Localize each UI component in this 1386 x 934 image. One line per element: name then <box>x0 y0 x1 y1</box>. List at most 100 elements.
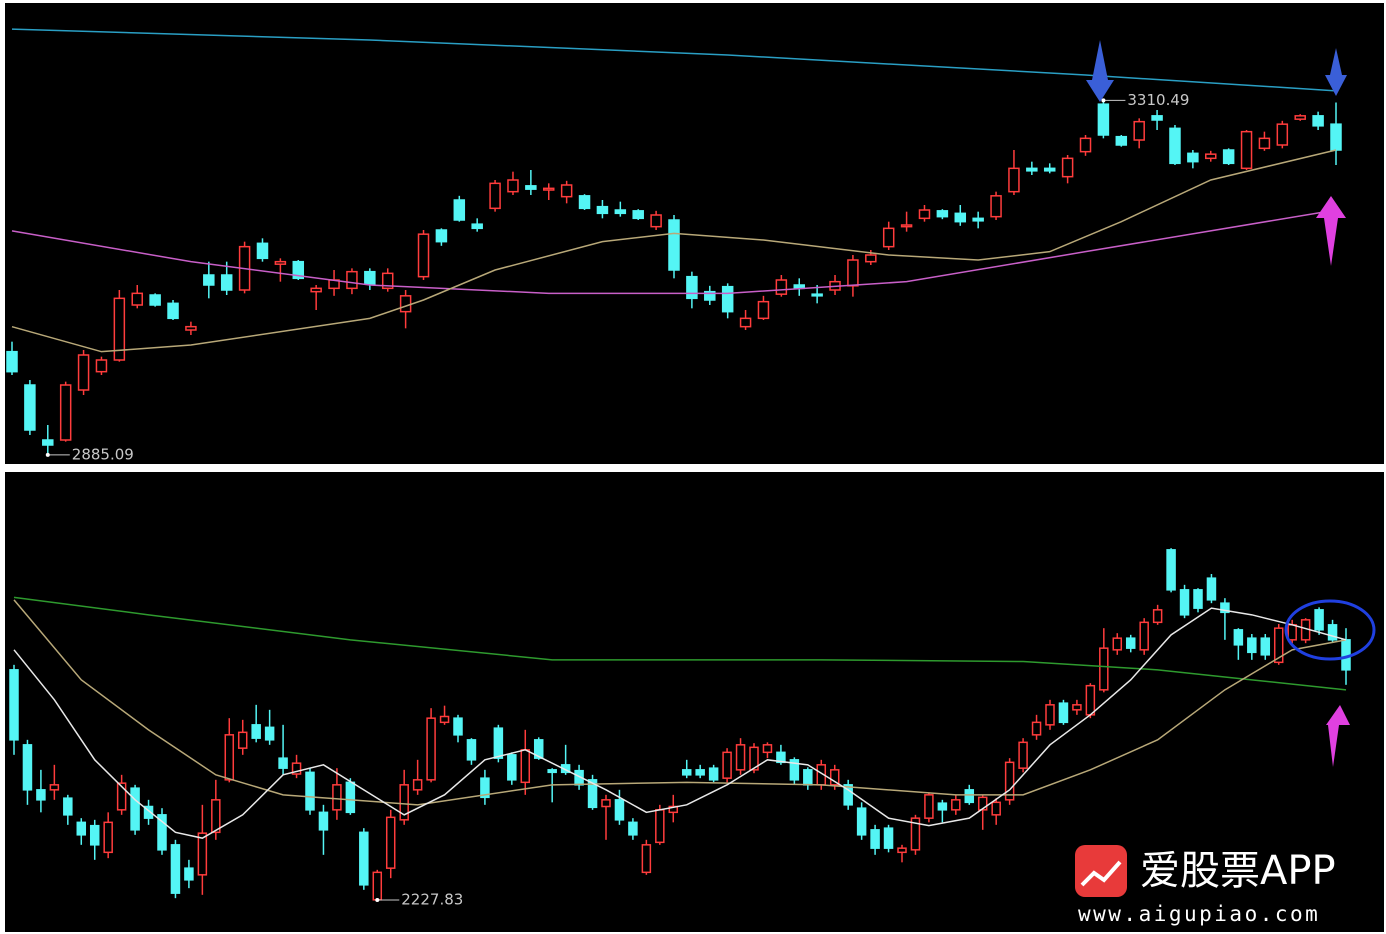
candle-body <box>274 260 287 265</box>
candle-body <box>76 821 87 836</box>
candle-body <box>256 242 269 260</box>
candle-body <box>543 187 555 191</box>
candle-body <box>359 831 369 886</box>
candle-body <box>1133 120 1145 141</box>
candle-body <box>708 767 719 781</box>
candle-body <box>507 754 517 781</box>
candle-body <box>762 744 773 754</box>
candle-body <box>704 290 716 301</box>
candle-body <box>1240 130 1253 170</box>
candle-body <box>1247 637 1257 654</box>
candle-body <box>1018 741 1028 769</box>
candle-body <box>1045 704 1055 726</box>
candle-body <box>1115 135 1128 146</box>
candle-body <box>668 219 680 271</box>
candle-body <box>883 827 894 849</box>
down-arrow <box>1086 40 1114 102</box>
candle-body <box>1026 167 1038 172</box>
candle-body <box>1187 152 1199 163</box>
candle-body <box>1258 137 1271 150</box>
candle-body <box>1125 637 1136 649</box>
value-label: 2885.09 <box>72 445 134 463</box>
candle-body <box>399 784 409 821</box>
candle-body <box>480 777 490 799</box>
candle-body <box>364 270 376 285</box>
candle-body <box>1169 127 1181 165</box>
candle-body <box>843 784 853 806</box>
label-dot <box>45 452 50 457</box>
candle-body <box>1166 549 1176 591</box>
candle-body <box>1233 629 1244 646</box>
candle-body <box>426 717 436 781</box>
candle-body <box>739 317 752 328</box>
candle-body <box>695 769 705 776</box>
candle-body <box>305 771 315 811</box>
candle-body <box>789 759 800 781</box>
logo-icon <box>1080 860 1122 887</box>
candle-body <box>59 384 72 441</box>
candle-body <box>42 439 54 446</box>
candle-body <box>435 229 448 243</box>
candle-body <box>381 272 394 290</box>
candle-body <box>924 794 934 819</box>
candle-body <box>203 274 215 286</box>
candle-body <box>811 293 823 297</box>
candle-body <box>1273 627 1284 664</box>
candle-body <box>847 259 859 287</box>
candle-body <box>346 270 358 290</box>
candle-body <box>1193 589 1203 609</box>
candle-body <box>1222 149 1235 165</box>
candle-body <box>185 325 197 331</box>
candle-body <box>291 762 302 775</box>
candle-body <box>1008 167 1020 193</box>
candle-body <box>278 757 288 769</box>
candle-body <box>1058 702 1069 724</box>
candle-body <box>1260 637 1271 656</box>
candle-body <box>1206 577 1217 601</box>
candle-body <box>655 809 665 844</box>
candle-body <box>865 254 877 263</box>
moving-average <box>13 596 1347 691</box>
candle-body <box>6 350 18 373</box>
candle-body <box>1097 103 1110 136</box>
candle-body <box>1061 157 1074 178</box>
candle-body <box>220 274 233 291</box>
candle-body <box>972 217 984 222</box>
candle-body <box>143 805 154 819</box>
candle-body <box>157 814 167 851</box>
candle-body <box>910 817 921 851</box>
candle-body <box>439 715 450 724</box>
candle-body <box>525 185 537 190</box>
candle-body <box>1287 624 1297 641</box>
up-arrow <box>1326 705 1350 767</box>
candle-body <box>170 844 181 894</box>
candle-body <box>964 789 975 804</box>
candle-body <box>856 807 867 836</box>
candle-body <box>49 784 60 791</box>
candle-body <box>167 302 179 320</box>
candle-body <box>991 801 1001 816</box>
candle-body <box>937 802 948 811</box>
candle-body <box>9 669 19 741</box>
candle-body <box>1072 704 1082 711</box>
candle-body <box>1079 137 1092 153</box>
highlight-ellipse <box>1284 599 1376 661</box>
moving-average <box>13 607 1347 839</box>
candle-body <box>453 717 463 736</box>
candle-body <box>1330 123 1342 151</box>
candle-body <box>36 789 46 801</box>
candle-body <box>1151 115 1163 121</box>
candle-body <box>578 195 591 210</box>
candle-body <box>990 195 1002 218</box>
candle-body <box>951 799 961 811</box>
candle-body <box>757 300 770 320</box>
candle-body <box>24 384 36 431</box>
candle-body <box>641 844 652 874</box>
candle-body <box>310 287 322 293</box>
candle-body <box>211 799 221 834</box>
candle-body <box>775 279 788 295</box>
candle-body <box>466 739 477 761</box>
value-label: 2227.83 <box>401 890 463 908</box>
candle-body <box>1327 624 1338 641</box>
